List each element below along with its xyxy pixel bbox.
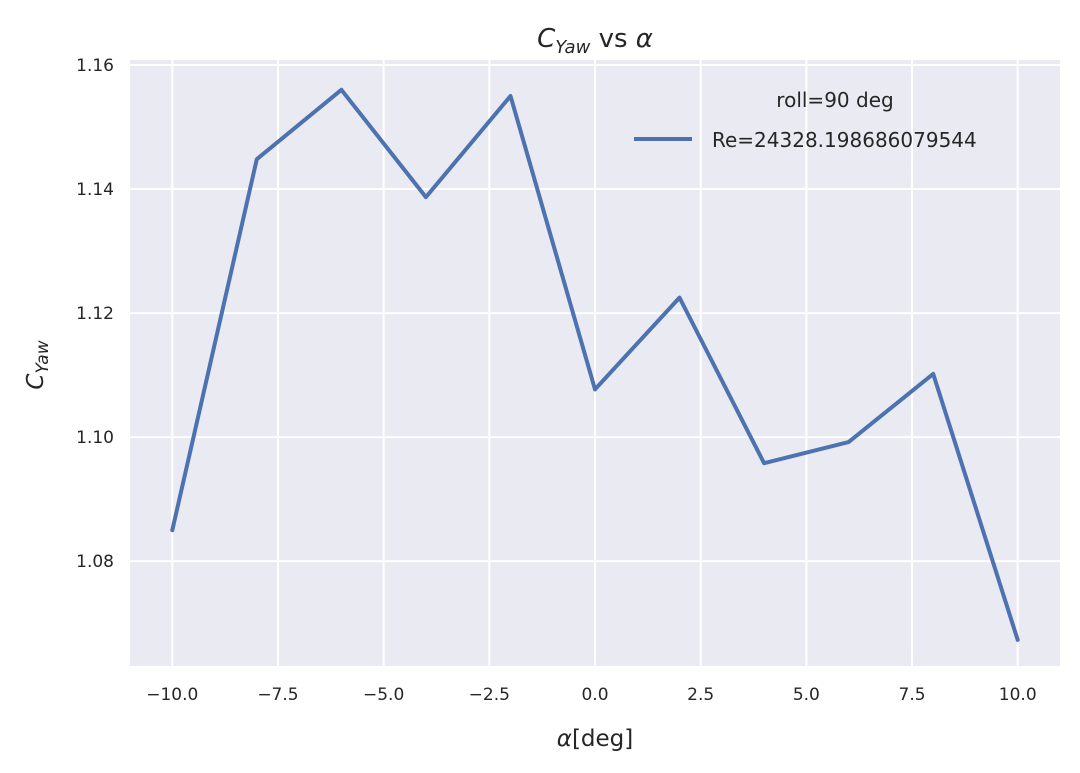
y-tick-label: 1.08 [76,552,114,572]
x-tick-label: −5.0 [363,685,404,705]
y-tick-label: 1.16 [76,56,114,76]
legend: roll=90 deg Re=24328.198686079544 [634,88,977,152]
series-lines [170,87,1020,642]
legend-entry-label: Re=24328.198686079544 [712,128,977,152]
x-tick-label: −2.5 [469,685,510,705]
x-tick-label: −10.0 [146,685,198,705]
legend-title: roll=90 deg [776,88,893,112]
x-tick-label: 5.0 [793,685,820,705]
x-ticks: −10.0 −7.5 −5.0 −2.5 0.0 2.5 5.0 7.5 10.0 [146,685,1036,705]
x-tick-label: 7.5 [899,685,926,705]
x-tick-label: 2.5 [687,685,714,705]
x-tick-label: 0.0 [581,685,608,705]
grid [130,60,1060,666]
chart-title: CYaw vs α [537,24,653,58]
y-tick-label: 1.10 [76,428,114,448]
y-ticks: 1.08 1.10 1.12 1.14 1.16 [76,56,114,572]
x-tick-label: −7.5 [257,685,298,705]
y-tick-label: 1.12 [76,304,114,324]
y-tick-label: 1.14 [76,180,114,200]
series-line [170,87,1020,642]
y-axis-label: CYaw [23,340,53,389]
x-axis-label: α[deg] [557,726,633,752]
x-tick-label: 10.0 [999,685,1037,705]
